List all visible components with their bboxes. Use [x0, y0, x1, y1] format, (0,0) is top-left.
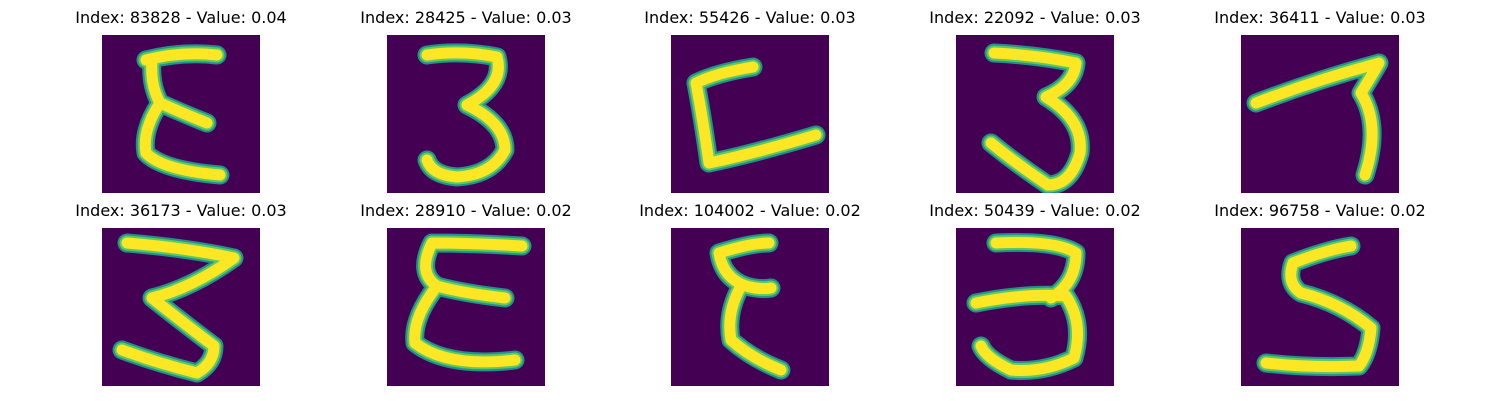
handwritten-stroke: [1250, 57, 1385, 181]
cell-title: Index: 28425 - Value: 0.03: [360, 8, 572, 27]
grid-cell: Index: 28910 - Value: 0.02: [360, 201, 572, 401]
grid-cell: Index: 22092 - Value: 0.03: [929, 8, 1141, 208]
digit-image: [387, 35, 545, 193]
digit-image: [956, 35, 1114, 193]
digit-image: [671, 228, 829, 386]
cell-title: Index: 55426 - Value: 0.03: [644, 8, 856, 27]
cell-title: Index: 96758 - Value: 0.02: [1214, 201, 1426, 220]
digit-image: [102, 228, 260, 386]
handwritten-stroke: [421, 47, 511, 183]
cell-title: Index: 36173 - Value: 0.03: [75, 201, 287, 220]
grid-cell: Index: 83828 - Value: 0.04: [75, 8, 287, 208]
handwritten-stroke: [690, 61, 822, 169]
cell-title: Index: 83828 - Value: 0.04: [75, 8, 287, 27]
cell-title: Index: 28910 - Value: 0.02: [360, 201, 572, 220]
handwritten-stroke: [139, 48, 226, 181]
grid-cell: Index: 104002 - Value: 0.02: [639, 201, 861, 401]
handwritten-stroke: [116, 237, 240, 379]
digit-image: [1241, 35, 1399, 193]
digit-image: [671, 35, 829, 193]
handwritten-stroke: [713, 237, 787, 376]
cell-title: Index: 22092 - Value: 0.03: [929, 8, 1141, 27]
grid-cell: Index: 55426 - Value: 0.03: [644, 8, 856, 208]
cell-title: Index: 36411 - Value: 0.03: [1214, 8, 1426, 27]
grid-cell: Index: 36173 - Value: 0.03: [75, 201, 287, 401]
grid-cell: Index: 36411 - Value: 0.03: [1214, 8, 1426, 208]
digit-image: [387, 228, 545, 386]
digit-image: [1241, 228, 1399, 386]
grid-cell: Index: 50439 - Value: 0.02: [929, 201, 1141, 401]
digit-image: [102, 35, 260, 193]
cell-title: Index: 104002 - Value: 0.02: [639, 201, 861, 220]
grid-cell: Index: 96758 - Value: 0.02: [1214, 201, 1426, 401]
grid-cell: Index: 28425 - Value: 0.03: [360, 8, 572, 208]
handwritten-stroke: [1260, 240, 1377, 373]
handwritten-stroke: [970, 236, 1084, 376]
cell-title: Index: 50439 - Value: 0.02: [929, 201, 1141, 220]
digit-image: [956, 228, 1114, 386]
handwritten-stroke: [409, 237, 528, 368]
handwritten-stroke: [985, 47, 1086, 191]
